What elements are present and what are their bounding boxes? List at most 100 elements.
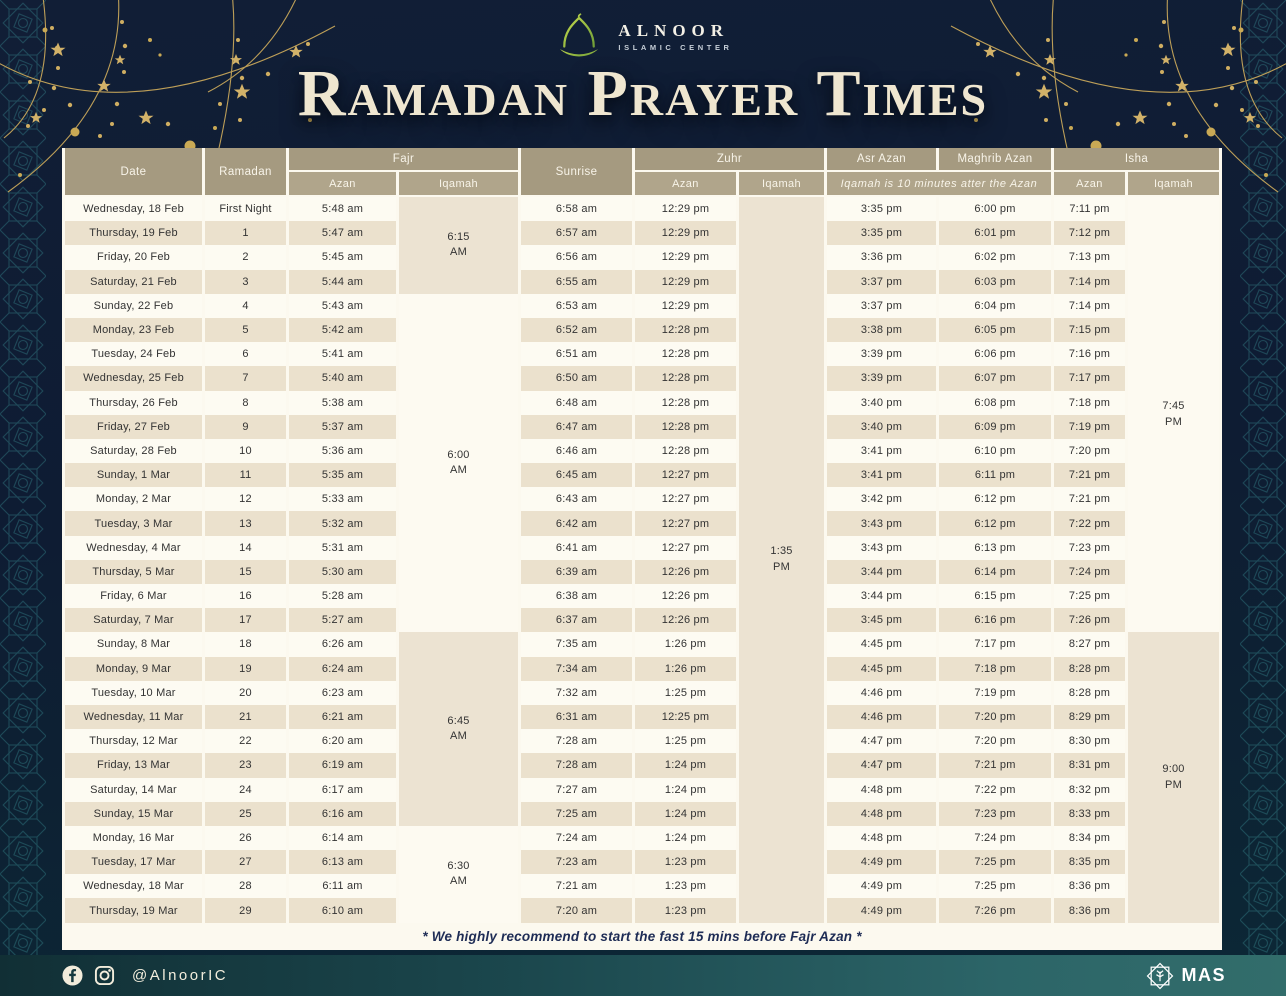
asr-azan-cell: 4:47 pm xyxy=(827,729,936,754)
maghrib-azan-cell: 6:12 pm xyxy=(939,511,1051,536)
isha-azan-cell: 7:20 pm xyxy=(1054,438,1125,464)
fajr-azan-cell: 6:24 am xyxy=(289,656,396,681)
fajr-azan-cell: 6:11 am xyxy=(289,874,396,899)
asr-azan-cell: 3:38 pm xyxy=(827,317,936,343)
fajr-azan-cell: 6:10 am xyxy=(289,898,396,923)
asr-azan-cell: 3:45 pm xyxy=(827,608,936,633)
asr-azan-cell: 4:49 pm xyxy=(827,898,936,923)
isha-iqamah-cell: 9:00 PM xyxy=(1128,632,1219,923)
isha-azan-cell: 7:18 pm xyxy=(1054,390,1125,415)
zuhr-azan-cell: 12:28 pm xyxy=(635,317,736,343)
sunrise-cell: 6:47 am xyxy=(521,414,632,439)
table-row: Sunday, 15 Mar 25 6:16 am 7:25 am 1:24 pm 4:4… xyxy=(65,801,1219,826)
table-row: Friday, 20 Feb 2 5:45 am 6:56 am 12:29 pm 3:3… xyxy=(65,245,1219,270)
sunrise-cell: 6:56 am xyxy=(521,245,632,270)
ramadan-day-cell: 11 xyxy=(205,463,286,488)
fajr-azan-cell: 5:33 am xyxy=(289,487,396,512)
date-cell: Wednesday, 18 Feb xyxy=(65,197,202,222)
table-row: Wednesday, 25 Feb 7 5:40 am 6:50 am 12:28 pm… xyxy=(65,366,1219,391)
ramadan-day-cell: 25 xyxy=(205,801,286,826)
fajr-azan-cell: 5:37 am xyxy=(289,414,396,439)
zuhr-azan-cell: 12:26 pm xyxy=(635,584,736,609)
col-header-sunrise: Sunrise xyxy=(521,148,632,197)
maghrib-azan-cell: 7:23 pm xyxy=(939,801,1051,826)
isha-azan-cell: 7:15 pm xyxy=(1054,317,1125,343)
ramadan-day-cell: 27 xyxy=(205,850,286,875)
date-cell: Friday, 27 Feb xyxy=(65,414,202,439)
fajr-azan-cell: 5:40 am xyxy=(289,366,396,391)
date-cell: Friday, 20 Feb xyxy=(65,245,202,270)
fajr-azan-cell: 6:19 am xyxy=(289,753,396,778)
sunrise-cell: 6:31 am xyxy=(521,704,632,730)
mas-logo: MAS xyxy=(1145,961,1227,991)
date-cell: Thursday, 26 Feb xyxy=(65,390,202,415)
geometric-pattern-left xyxy=(0,0,46,996)
asr-azan-cell: 3:37 pm xyxy=(827,269,936,294)
isha-azan-cell: 8:34 pm xyxy=(1054,825,1125,851)
date-cell: Tuesday, 3 Mar xyxy=(65,511,202,536)
isha-azan-cell: 7:21 pm xyxy=(1054,463,1125,488)
sunrise-cell: 6:53 am xyxy=(521,293,632,318)
maghrib-azan-cell: 7:25 pm xyxy=(939,874,1051,899)
ramadan-day-cell: 7 xyxy=(205,366,286,391)
col-header-date: Date xyxy=(65,148,202,197)
fajr-azan-cell: 6:16 am xyxy=(289,801,396,826)
sunrise-cell: 6:58 am xyxy=(521,197,632,222)
col-header-isha-azan: Azan xyxy=(1054,172,1125,197)
group-header-isha: Isha xyxy=(1054,148,1219,172)
mas-star-icon xyxy=(1146,962,1173,989)
prayer-table: Date Ramadan Fajr Sunrise Zuhr Asr Azan … xyxy=(62,148,1222,923)
date-cell: Sunday, 8 Mar xyxy=(65,632,202,657)
brand-header: ALNOOR ISLAMIC CENTER xyxy=(0,13,1286,61)
asr-azan-cell: 3:39 pm xyxy=(827,366,936,391)
fajr-azan-cell: 5:28 am xyxy=(289,584,396,609)
date-cell: Sunday, 22 Feb xyxy=(65,293,202,318)
table-row: Wednesday, 18 Mar 28 6:11 am 7:21 am 1:23 pm… xyxy=(65,874,1219,899)
isha-azan-cell: 8:31 pm xyxy=(1054,753,1125,778)
date-cell: Sunday, 15 Mar xyxy=(65,801,202,826)
fajr-azan-cell: 5:44 am xyxy=(289,269,396,294)
asr-azan-cell: 4:48 pm xyxy=(827,825,936,851)
zuhr-azan-cell: 12:28 pm xyxy=(635,342,736,367)
date-cell: Wednesday, 18 Mar xyxy=(65,874,202,899)
maghrib-azan-cell: 6:10 pm xyxy=(939,438,1051,464)
ramadan-day-cell: 19 xyxy=(205,656,286,681)
zuhr-azan-cell: 12:26 pm xyxy=(635,559,736,584)
ramadan-day-cell: 15 xyxy=(205,559,286,584)
date-cell: Thursday, 19 Mar xyxy=(65,898,202,923)
prayer-table-panel: Date Ramadan Fajr Sunrise Zuhr Asr Azan … xyxy=(62,148,1222,950)
date-cell: Friday, 6 Mar xyxy=(65,584,202,609)
ramadan-day-cell: 22 xyxy=(205,729,286,754)
isha-azan-cell: 8:36 pm xyxy=(1054,898,1125,923)
ramadan-day-cell: 8 xyxy=(205,390,286,415)
ramadan-day-cell: 9 xyxy=(205,414,286,439)
maghrib-azan-cell: 6:03 pm xyxy=(939,269,1051,294)
date-cell: Wednesday, 11 Mar xyxy=(65,704,202,730)
zuhr-azan-cell: 1:25 pm xyxy=(635,729,736,754)
ramadan-day-cell: 18 xyxy=(205,632,286,657)
isha-azan-cell: 8:36 pm xyxy=(1054,874,1125,899)
asr-azan-cell: 4:48 pm xyxy=(827,801,936,826)
date-cell: Thursday, 5 Mar xyxy=(65,559,202,584)
ramadan-day-cell: First Night xyxy=(205,197,286,222)
maghrib-azan-cell: 7:21 pm xyxy=(939,753,1051,778)
sunrise-cell: 6:37 am xyxy=(521,608,632,633)
ramadan-day-cell: 10 xyxy=(205,438,286,464)
social-links: @AlnoorIC xyxy=(62,965,228,986)
ramadan-day-cell: 23 xyxy=(205,753,286,778)
asr-azan-cell: 3:41 pm xyxy=(827,438,936,464)
col-header-fajr-azan: Azan xyxy=(289,172,396,197)
table-row: Saturday, 21 Feb 3 5:44 am 6:55 am 12:29 pm 3… xyxy=(65,269,1219,294)
isha-azan-cell: 8:27 pm xyxy=(1054,632,1125,657)
asr-azan-cell: 3:44 pm xyxy=(827,584,936,609)
maghrib-azan-cell: 6:12 pm xyxy=(939,487,1051,512)
zuhr-azan-cell: 12:27 pm xyxy=(635,463,736,488)
fajr-azan-cell: 5:35 am xyxy=(289,463,396,488)
sunrise-cell: 6:41 am xyxy=(521,535,632,560)
col-header-zuhr-azan: Azan xyxy=(635,172,736,197)
sunrise-cell: 7:35 am xyxy=(521,632,632,657)
table-row: Thursday, 19 Feb 1 5:47 am 6:57 am 12:29 pm 3… xyxy=(65,221,1219,246)
fajr-iqamah-cell: 6:30 AM xyxy=(399,825,518,923)
sunrise-cell: 7:27 am xyxy=(521,777,632,802)
